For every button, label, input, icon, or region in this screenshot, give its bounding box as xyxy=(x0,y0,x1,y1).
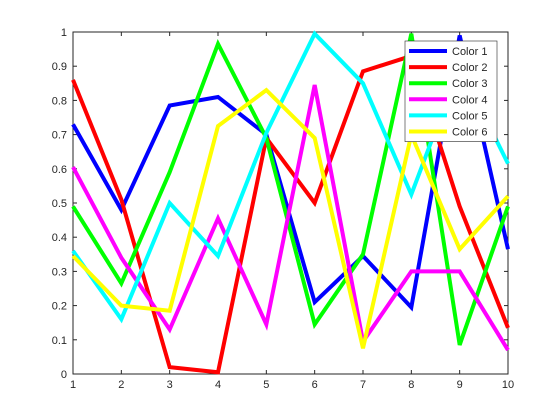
y-tick-label: 0.8 xyxy=(52,95,67,107)
legend-label-1: Color 1 xyxy=(452,46,487,58)
legend-label-6: Color 6 xyxy=(452,127,487,139)
x-tick-label: 6 xyxy=(312,379,318,391)
y-tick-label: 0.7 xyxy=(52,130,67,142)
legend: Color 1 Color 2 Color 3 Color 4 Color 5 Color… xyxy=(404,40,498,142)
x-tick-label: 3 xyxy=(167,379,173,391)
x-tick-label: 5 xyxy=(263,379,269,391)
y-tick-label: 0.1 xyxy=(52,335,67,347)
x-tick-label: 10 xyxy=(502,379,514,391)
series-line-1 xyxy=(71,34,510,312)
y-tick-label: 0 xyxy=(61,369,67,381)
y-tick-label: 0.9 xyxy=(52,61,67,73)
axes: 1 2 3 4 5 6 7 8 9 10 0 0.1 0.2 0.3 0.4 0.5 0.6 0.7 0.8 0.9 1 xyxy=(52,27,514,391)
x-tick-label: 2 xyxy=(118,379,124,391)
series-line-6 xyxy=(71,87,510,349)
x-tick-label: 4 xyxy=(215,379,221,391)
x-tick-label: 9 xyxy=(457,379,463,391)
y-tick-label: 0.5 xyxy=(52,198,67,210)
legend-label-5: Color 5 xyxy=(452,110,487,122)
y-tick-label: 0.2 xyxy=(52,301,67,313)
x-tick-label: 7 xyxy=(360,379,366,391)
series-line-4 xyxy=(71,84,510,352)
y-tick-label: 0.6 xyxy=(52,164,67,176)
y-tick-label: 0.3 xyxy=(52,266,67,278)
x-tick-label: 8 xyxy=(408,379,414,391)
x-tick-label: 1 xyxy=(70,379,76,391)
y-tick-label: 0.4 xyxy=(52,232,67,244)
legend-label-2: Color 2 xyxy=(452,62,487,74)
legend-label-3: Color 3 xyxy=(452,78,487,90)
legend-box xyxy=(404,40,498,142)
legend-label-4: Color 4 xyxy=(452,94,487,106)
y-tick-label: 1 xyxy=(61,27,67,39)
